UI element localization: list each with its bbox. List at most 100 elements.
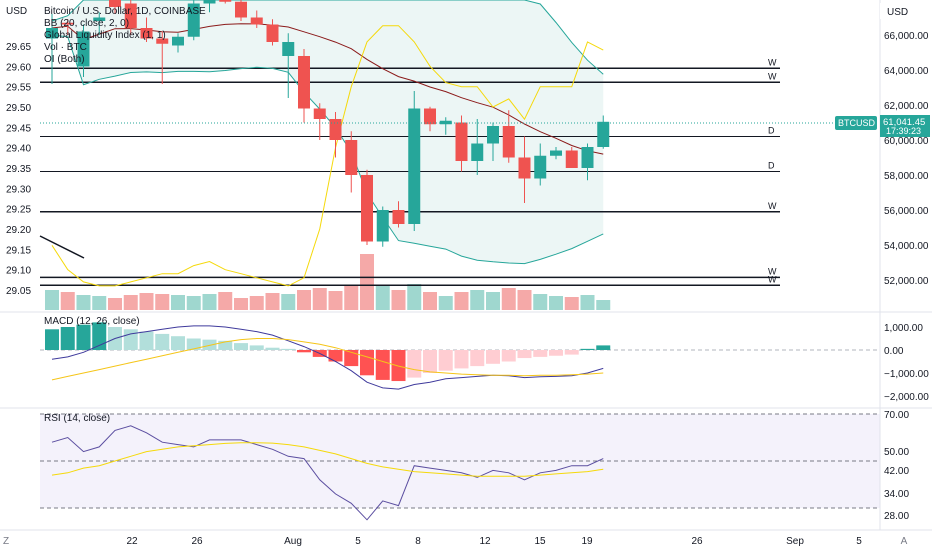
candle-body[interactable] — [550, 150, 562, 156]
macd-histogram-bar — [407, 350, 422, 378]
legend-title[interactable]: Bitcoin / U.S. Dollar, 1D, COINBASE — [44, 6, 206, 17]
volume-bar — [580, 295, 595, 310]
volume-bar — [375, 286, 390, 310]
right-axis-unit-box[interactable] — [880, 3, 928, 19]
candle-body[interactable] — [235, 1, 247, 18]
time-tick-label: 19 — [581, 536, 593, 547]
candle-body[interactable] — [156, 38, 169, 44]
candle-body[interactable] — [329, 119, 342, 140]
left-tick-label: 29.15 — [6, 245, 31, 256]
candle-body[interactable] — [392, 210, 405, 224]
legend-oi[interactable]: OI (Both) — [44, 54, 85, 65]
macd-histogram-bar — [360, 350, 374, 376]
candle-body[interactable] — [266, 24, 279, 43]
volume-bar — [218, 292, 233, 310]
drawn-trend-line[interactable] — [39, 235, 85, 259]
candle-body[interactable] — [93, 17, 106, 22]
price-tick-label: 66,000.00 — [884, 31, 929, 42]
macd-histogram-bar — [155, 333, 170, 350]
candle-body[interactable] — [298, 56, 310, 109]
time-tick-label: 26 — [691, 536, 703, 547]
time-axis[interactable]: Z 22 26 Aug 5 8 12 15 19 26 Sep 5 A — [3, 536, 908, 547]
candle-body[interactable] — [376, 210, 389, 242]
macd-histogram-bar — [171, 336, 185, 350]
candle-body[interactable] — [534, 155, 547, 179]
macd-tick-label: −1,000.00 — [884, 369, 929, 380]
candle-body[interactable] — [408, 108, 421, 225]
volume-bar — [470, 290, 485, 310]
candle-body[interactable] — [581, 147, 594, 168]
candle-body[interactable] — [46, 28, 58, 39]
candle-body[interactable] — [61, 22, 74, 25]
candle-body[interactable] — [345, 140, 358, 175]
candle-body[interactable] — [455, 122, 468, 162]
left-tick-label: 29.60 — [6, 62, 31, 73]
volume-bar — [76, 295, 91, 310]
price-tag-symbol-box — [835, 116, 877, 130]
macd-line — [51, 325, 604, 390]
macd-histogram-bar — [564, 350, 579, 355]
legend-volume[interactable]: Vol · BTC — [44, 42, 87, 53]
candle-body[interactable] — [250, 17, 263, 25]
left-axis-unit: USD — [6, 6, 27, 17]
candle-body[interactable] — [597, 121, 610, 147]
candle-body[interactable] — [109, 0, 121, 7]
price-tick-label: 64,000.00 — [884, 66, 929, 77]
price-tag-box — [880, 115, 930, 137]
candle-body[interactable] — [203, 0, 216, 4]
time-tick-label: 8 — [415, 536, 421, 547]
rsi-legend[interactable]: RSI (14, close) — [44, 413, 110, 424]
volume-bar — [139, 293, 154, 310]
macd-legend[interactable]: MACD (12, 26, close) — [44, 316, 140, 327]
legend-bb[interactable]: BB (20, close, 2, 0) — [44, 18, 129, 29]
candlesticks[interactable] — [46, 0, 610, 247]
candle-body[interactable] — [361, 175, 373, 242]
macd-pane — [45, 322, 611, 390]
level-tag: W — [768, 201, 777, 211]
volume-bar — [92, 296, 107, 310]
candle-body[interactable] — [565, 150, 578, 169]
candle-body[interactable] — [172, 36, 184, 46]
macd-histogram-bar — [76, 324, 91, 350]
price-tick-label: 56,000.00 — [884, 206, 929, 217]
time-tick-label: 5 — [355, 536, 361, 547]
left-tick-label: 29.65 — [6, 42, 31, 53]
time-tick-label: 5 — [856, 536, 862, 547]
left-tick-label: 29.40 — [6, 144, 31, 155]
candle-body[interactable] — [313, 108, 326, 120]
candle-body[interactable] — [282, 42, 295, 56]
candle-body[interactable] — [487, 126, 499, 144]
price-tick-label: 52,000.00 — [884, 276, 929, 287]
macd-axis: 1,000.00 0.00 −1,000.00 −2,000.00 — [884, 323, 929, 403]
candle-body[interactable] — [187, 3, 200, 37]
candle-body[interactable] — [219, 0, 232, 2]
legend-liquidity[interactable]: Global Liquidity Index (1, 1) — [44, 30, 166, 41]
price-axis[interactable]: 66,000.00 64,000.00 62,000.00 60,000.00 58,0… — [884, 31, 929, 287]
time-tick-label: 26 — [191, 536, 203, 547]
time-tick-label: Z — [3, 536, 9, 547]
level-tag: W — [768, 266, 777, 276]
candle-body[interactable] — [140, 28, 153, 39]
volume-bar — [249, 296, 264, 310]
candle-body[interactable] — [502, 126, 515, 158]
macd-histogram-bar — [45, 329, 59, 350]
volume-bar — [423, 292, 437, 310]
time-tick-label: Sep — [786, 536, 804, 547]
volume-bar — [202, 294, 217, 310]
volume-bar — [186, 296, 201, 310]
price-tag-symbol: BTCUSD — [838, 118, 876, 128]
right-axis-unit[interactable]: USD — [887, 7, 908, 18]
candle-body[interactable] — [124, 3, 137, 29]
volume-bar — [344, 286, 359, 310]
candle-body[interactable] — [518, 157, 531, 179]
time-tick-label: 12 — [479, 536, 491, 547]
volume-bar — [108, 298, 122, 310]
candle-body[interactable] — [424, 108, 436, 125]
candle-body[interactable] — [471, 143, 484, 162]
left-tick-label: 29.20 — [6, 225, 31, 236]
macd-histogram-bar — [391, 350, 406, 382]
volume-bar — [45, 290, 59, 310]
time-tick-label: Aug — [284, 536, 302, 547]
candle-body[interactable] — [77, 31, 90, 67]
